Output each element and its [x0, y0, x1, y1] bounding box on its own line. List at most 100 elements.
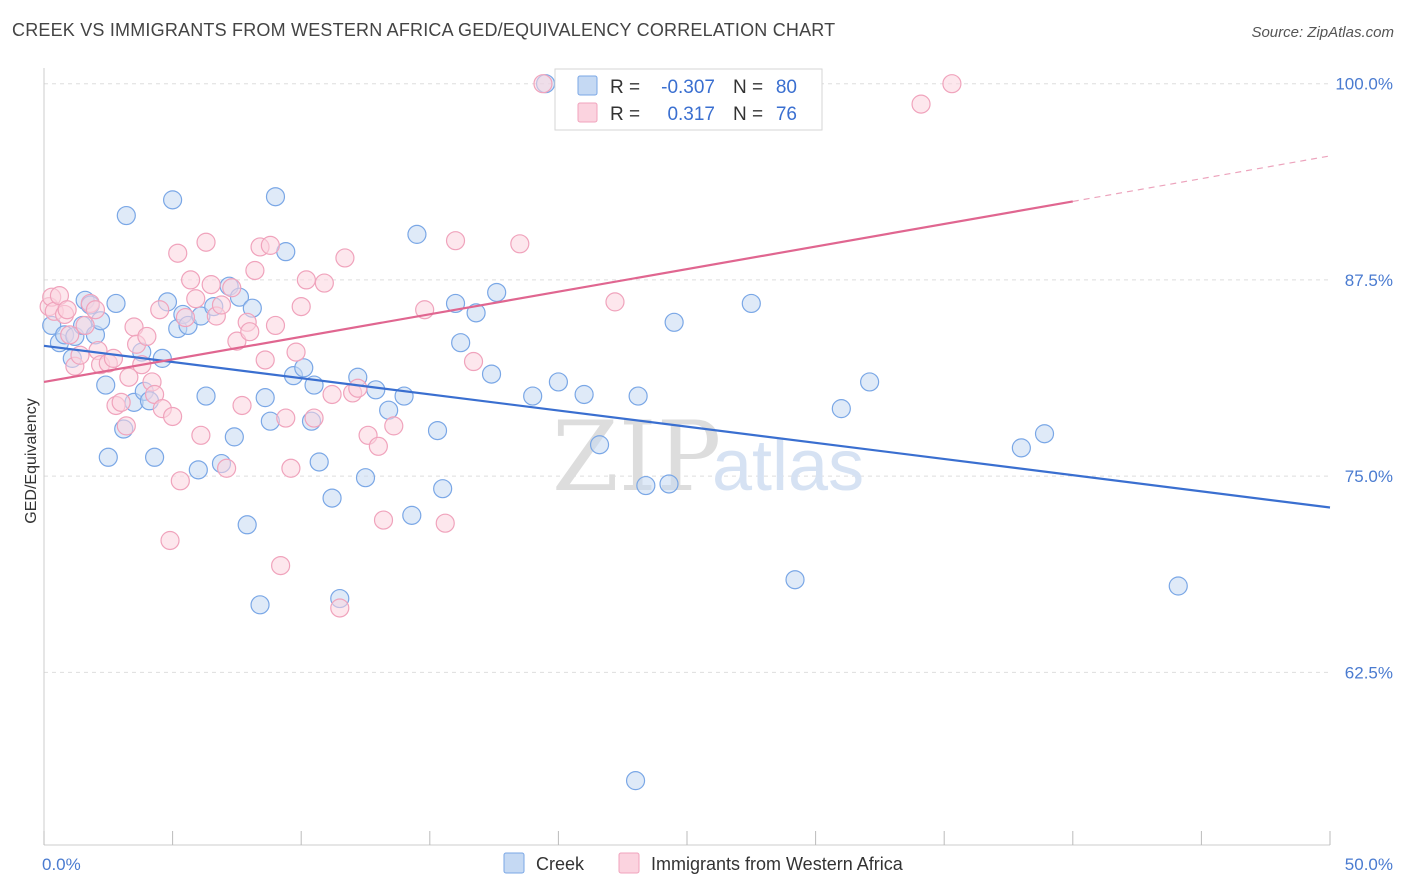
point-western-africa-34	[186, 289, 206, 309]
point-western-africa-52	[276, 408, 296, 428]
point-western-africa-32	[175, 307, 196, 328]
point-western-africa-43	[232, 395, 252, 416]
point-creek-14	[116, 205, 136, 226]
point-creek-69	[659, 474, 679, 494]
point-creek-36	[250, 595, 270, 615]
point-western-africa-73	[533, 74, 553, 94]
point-creek-64	[548, 372, 569, 392]
point-creek-76	[1034, 424, 1055, 444]
point-western-africa-17	[111, 392, 131, 412]
point-creek-12	[106, 293, 126, 314]
y-tick-label-2: 87.5%	[1345, 271, 1393, 290]
point-creek-70	[664, 312, 684, 332]
point-creek-72	[785, 570, 805, 590]
point-creek-61	[487, 282, 507, 303]
point-western-africa-41	[222, 278, 242, 298]
point-western-africa-67	[384, 416, 404, 436]
point-western-africa-15	[103, 348, 124, 368]
point-creek-55	[427, 421, 448, 441]
point-creek-68	[636, 475, 656, 496]
point-creek-73	[831, 399, 851, 419]
point-western-africa-37	[201, 275, 221, 295]
point-creek-67	[628, 386, 648, 406]
point-creek-54	[407, 224, 427, 244]
point-creek-20	[152, 348, 172, 368]
point-western-africa-39	[211, 295, 232, 315]
point-western-africa-33	[181, 270, 201, 290]
point-creek-58	[451, 333, 471, 353]
bottom-legend-swatch-creek	[503, 852, 525, 874]
point-creek-19	[144, 447, 165, 467]
trend-lines	[43, 155, 1331, 509]
y-tick-label-1: 75.0%	[1345, 467, 1393, 486]
point-western-africa-29	[163, 406, 183, 427]
point-western-africa-66	[373, 510, 394, 530]
point-western-africa-11	[85, 300, 106, 320]
legend-n-label-western-africa: N =	[733, 104, 763, 125]
point-western-africa-36	[196, 232, 216, 252]
y-axis-label: GED/Equivalency	[23, 398, 40, 523]
legend-box	[554, 68, 823, 131]
legend-r-value-western-africa: 0.317	[667, 104, 715, 125]
point-western-africa-59	[322, 384, 342, 405]
y-tick-label-3: 100.0%	[1335, 75, 1393, 94]
point-creek-32	[224, 427, 244, 447]
point-creek-62	[523, 386, 543, 406]
point-creek-28	[196, 386, 216, 406]
chart-source: Source: ZipAtlas.com	[1251, 24, 1394, 41]
bottom-legend-label-western-africa: Immigrants from Western Africa	[651, 854, 904, 874]
point-western-africa-42	[227, 331, 247, 351]
series-legend: Creek Immigrants from Western Africa	[503, 852, 904, 874]
point-creek-38	[260, 411, 280, 431]
point-western-africa-61	[335, 248, 355, 268]
point-creek-22	[163, 190, 183, 210]
point-western-africa-72	[510, 234, 530, 254]
point-western-africa-48	[255, 350, 275, 370]
point-creek-59	[466, 303, 486, 323]
chart-title: CREEK VS IMMIGRANTS FROM WESTERN AFRICA …	[12, 20, 836, 40]
point-western-africa-26	[150, 300, 170, 320]
point-western-africa-30	[168, 243, 188, 263]
legend-n-label-creek: N =	[733, 77, 763, 98]
point-creek-10	[96, 375, 116, 395]
point-creek-26	[188, 460, 208, 480]
point-western-africa-75	[911, 94, 931, 114]
legend-r-label-creek: R =	[610, 77, 640, 98]
point-western-africa-65	[368, 436, 388, 456]
y-tick-label-0: 62.5%	[1345, 663, 1393, 682]
legend-r-value-creek: -0.307	[661, 77, 715, 98]
x-tick-label-0: 0.0%	[42, 855, 81, 874]
point-western-africa-60	[330, 598, 350, 618]
point-creek-66	[589, 435, 610, 455]
point-western-africa-46	[245, 260, 265, 281]
point-western-africa-53	[281, 458, 301, 478]
point-creek-46	[322, 488, 342, 508]
point-creek-11	[98, 447, 118, 467]
point-creek-71	[741, 293, 761, 314]
point-western-africa-56	[296, 270, 316, 290]
point-western-africa-54	[286, 342, 306, 362]
bottom-legend-swatch-western-africa	[618, 852, 640, 874]
x-tick-labels: 0.0% 50.0%	[42, 855, 1393, 874]
legend-swatch-western-africa	[577, 102, 598, 123]
point-creek-45	[309, 452, 329, 472]
bottom-legend-label-creek: Creek	[536, 854, 585, 874]
point-western-africa-58	[314, 273, 334, 293]
trend-extension-western-africa	[1072, 155, 1331, 203]
point-western-africa-28	[160, 530, 180, 551]
y-tick-labels: 62.5% 75.0% 87.5% 100.0%	[1335, 75, 1393, 683]
point-creek-74	[860, 372, 880, 392]
point-western-africa-76	[942, 74, 962, 94]
point-western-africa-49	[260, 235, 280, 255]
point-creek-42	[294, 358, 314, 378]
legend-n-value-western-africa: 76	[776, 104, 797, 125]
point-western-africa-40	[217, 458, 237, 478]
point-creek-56	[433, 479, 453, 499]
point-western-africa-9	[75, 315, 95, 336]
point-western-africa-23	[137, 326, 157, 347]
watermark-zip: ZIP	[552, 401, 721, 513]
point-creek-77	[1168, 576, 1188, 596]
point-western-africa-19	[119, 367, 139, 387]
point-creek-50	[366, 380, 386, 400]
